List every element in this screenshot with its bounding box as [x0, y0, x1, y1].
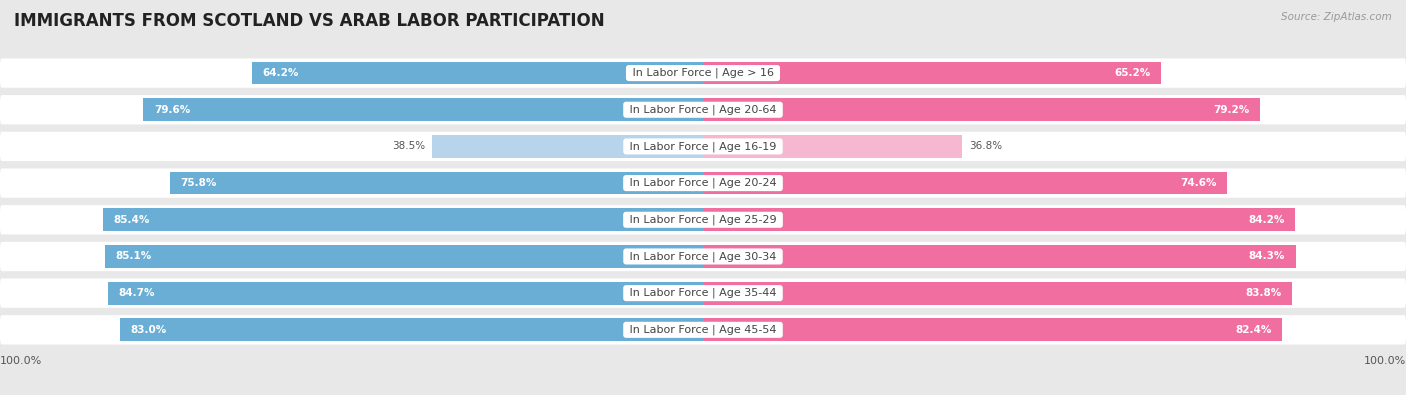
- Text: 79.6%: 79.6%: [155, 105, 190, 115]
- Bar: [143, 98, 703, 121]
- Bar: [120, 318, 703, 341]
- Text: 74.6%: 74.6%: [1181, 178, 1218, 188]
- Text: 84.3%: 84.3%: [1249, 252, 1285, 261]
- Text: 83.8%: 83.8%: [1246, 288, 1282, 298]
- Bar: [103, 209, 703, 231]
- FancyBboxPatch shape: [0, 132, 1406, 161]
- Text: In Labor Force | Age 45-54: In Labor Force | Age 45-54: [626, 325, 780, 335]
- Text: Source: ZipAtlas.com: Source: ZipAtlas.com: [1281, 12, 1392, 22]
- Text: 85.4%: 85.4%: [112, 215, 149, 225]
- Text: In Labor Force | Age 20-64: In Labor Force | Age 20-64: [626, 105, 780, 115]
- Bar: [703, 282, 1292, 305]
- Text: 82.4%: 82.4%: [1236, 325, 1272, 335]
- Text: 79.2%: 79.2%: [1213, 105, 1250, 115]
- Bar: [170, 172, 703, 194]
- FancyBboxPatch shape: [0, 315, 1406, 344]
- Bar: [703, 209, 1295, 231]
- Text: 38.5%: 38.5%: [392, 141, 425, 151]
- Text: 85.1%: 85.1%: [115, 252, 152, 261]
- Text: 64.2%: 64.2%: [262, 68, 298, 78]
- Text: 83.0%: 83.0%: [129, 325, 166, 335]
- FancyBboxPatch shape: [0, 205, 1406, 235]
- Bar: [703, 98, 1260, 121]
- Text: In Labor Force | Age 16-19: In Labor Force | Age 16-19: [626, 141, 780, 152]
- Text: 65.2%: 65.2%: [1115, 68, 1152, 78]
- Bar: [703, 318, 1282, 341]
- Text: In Labor Force | Age 20-24: In Labor Force | Age 20-24: [626, 178, 780, 188]
- Text: In Labor Force | Age > 16: In Labor Force | Age > 16: [628, 68, 778, 78]
- Text: 75.8%: 75.8%: [181, 178, 217, 188]
- Bar: [703, 172, 1227, 194]
- Bar: [703, 135, 962, 158]
- FancyBboxPatch shape: [0, 242, 1406, 271]
- FancyBboxPatch shape: [0, 58, 1406, 88]
- Bar: [703, 245, 1296, 268]
- Bar: [105, 245, 703, 268]
- Bar: [252, 62, 703, 85]
- Bar: [433, 135, 703, 158]
- Text: 84.2%: 84.2%: [1249, 215, 1285, 225]
- FancyBboxPatch shape: [0, 278, 1406, 308]
- Bar: [703, 62, 1161, 85]
- Bar: [107, 282, 703, 305]
- Text: 100.0%: 100.0%: [1364, 356, 1406, 366]
- Text: 100.0%: 100.0%: [0, 356, 42, 366]
- Text: In Labor Force | Age 35-44: In Labor Force | Age 35-44: [626, 288, 780, 298]
- Legend: Immigrants from Scotland, Arab: Immigrants from Scotland, Arab: [572, 394, 834, 395]
- FancyBboxPatch shape: [0, 95, 1406, 124]
- FancyBboxPatch shape: [0, 168, 1406, 198]
- Text: 84.7%: 84.7%: [118, 288, 155, 298]
- Text: In Labor Force | Age 30-34: In Labor Force | Age 30-34: [626, 251, 780, 262]
- Text: In Labor Force | Age 25-29: In Labor Force | Age 25-29: [626, 214, 780, 225]
- Text: IMMIGRANTS FROM SCOTLAND VS ARAB LABOR PARTICIPATION: IMMIGRANTS FROM SCOTLAND VS ARAB LABOR P…: [14, 12, 605, 30]
- Text: 36.8%: 36.8%: [969, 141, 1002, 151]
